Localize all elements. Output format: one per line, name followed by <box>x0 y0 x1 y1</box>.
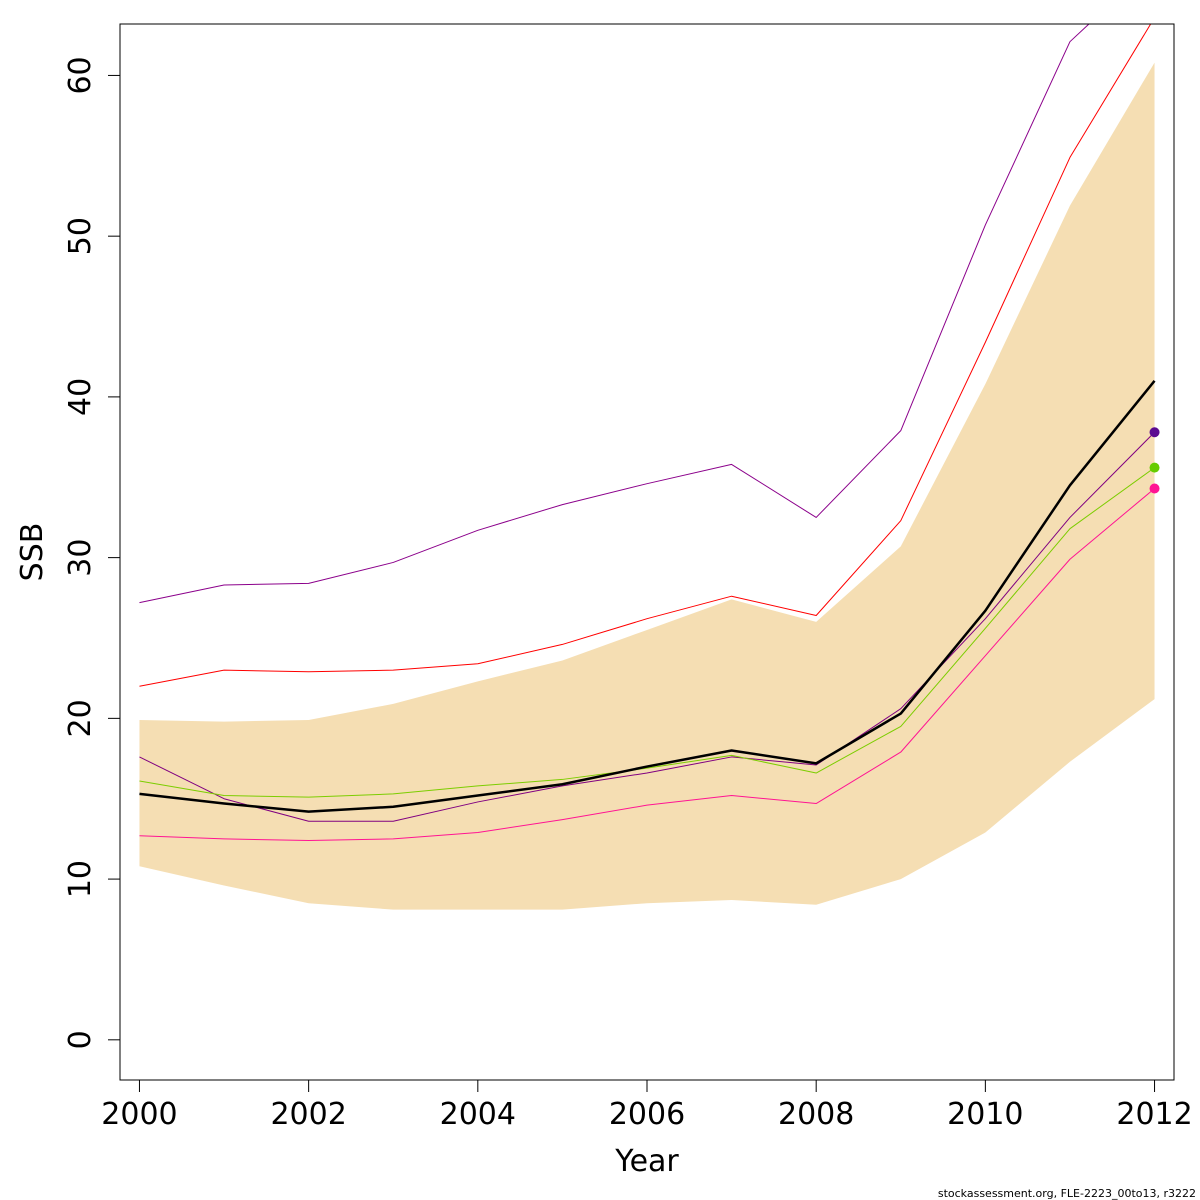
x-tick-label: 2004 <box>440 1097 516 1132</box>
y-tick-label: 20 <box>63 699 98 737</box>
y-tick-label: 30 <box>63 539 98 577</box>
x-tick-label: 2006 <box>609 1097 685 1132</box>
x-axis-title: Year <box>614 1144 679 1179</box>
y-axis-title: SSB <box>15 523 50 582</box>
y-tick-label: 50 <box>63 217 98 255</box>
footer-credit: stockassessment.org, FLE-2223_00to13, r3… <box>938 1187 1196 1200</box>
series-line-3 <box>139 467 1155 798</box>
x-tick-label: 2008 <box>778 1097 854 1132</box>
series-line-2 <box>139 431 1155 822</box>
x-tick-label: 2000 <box>101 1097 177 1132</box>
confidence-band <box>139 62 1155 910</box>
end-points-layer <box>1149 427 1160 494</box>
x-tick-label: 2002 <box>270 1097 346 1132</box>
y-tick-label: 0 <box>63 1030 98 1049</box>
series-line-5 <box>139 24 1152 687</box>
confidence-band-layer <box>139 62 1155 910</box>
end-point-1 <box>1149 427 1160 438</box>
x-axis: 2000 2002 2004 2006 2008 2010 2012 <box>101 1079 1193 1132</box>
y-tick-label: 10 <box>63 860 98 898</box>
x-tick-label: 2010 <box>947 1097 1023 1132</box>
y-tick-label: 60 <box>63 56 98 94</box>
end-point-3 <box>1149 483 1160 494</box>
series-layer <box>139 24 1156 842</box>
y-axis: 0 10 20 30 40 50 60 <box>63 56 121 1049</box>
series-line-1 <box>139 380 1156 813</box>
end-point-2 <box>1149 462 1160 473</box>
series-line-4 <box>139 488 1155 842</box>
series-line-6 <box>139 24 1090 604</box>
y-tick-label: 40 <box>63 378 98 416</box>
x-tick-label: 2012 <box>1116 1097 1192 1132</box>
